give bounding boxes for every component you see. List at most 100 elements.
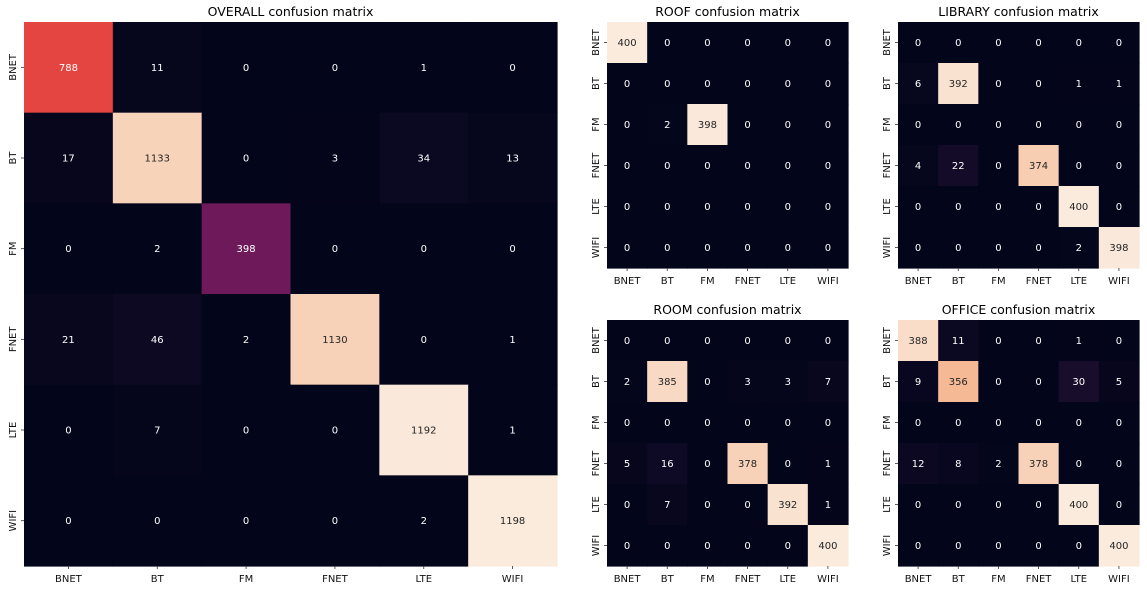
roof-cell [687,145,729,187]
roof-cell [607,22,648,64]
library-cell-label: 0 [955,38,961,49]
library-cell-label: 0 [995,79,1001,90]
roof-cell [727,63,769,105]
library-cell [1018,145,1060,187]
roof-cell [647,63,688,105]
room-cell [727,525,769,567]
overall-cell-label: 1192 [411,426,436,437]
room-cell [807,402,849,444]
room-cell-label: 0 [704,377,710,388]
room-cell [687,320,729,362]
overall-y-tick-label: LTE [8,422,19,439]
office-cell [1058,361,1100,403]
roof-cell-label: 0 [785,38,791,49]
office-cell [898,443,939,485]
room-y-tick-label: FM [591,415,602,429]
room-heatmap: ROOM confusion matrix 0 0 0 0 0 0 2 385 0 3 3 7 0 0 0 0 0… [591,302,849,585]
office-cell [1098,320,1140,362]
office-cell [1018,443,1060,485]
overall-cell [24,294,114,386]
library-x-tick-label: LTE [1070,276,1087,287]
office-cell [1018,484,1060,526]
office-cell [938,484,979,526]
roof-cell-label: 0 [825,79,831,90]
library-cell [938,63,979,105]
roof-cell [807,104,849,146]
room-cell [647,443,688,485]
library-cell [1018,227,1060,269]
roof-cell [607,104,648,146]
roof-cell [807,63,849,105]
library-cell-label: 0 [1035,202,1041,213]
office-cell-label: 0 [1035,377,1041,388]
room-cell-label: 400 [818,541,837,552]
library-cell-label: 0 [955,120,961,131]
office-cell-label: 2 [995,459,1001,470]
library-cell-label: 0 [1035,243,1041,254]
library-cell [1058,145,1100,187]
overall-cell-label: 0 [154,516,160,527]
roof-x-tick-label: FNET [735,276,762,287]
room-cell-label: 0 [624,418,630,429]
roof-cell [687,22,729,64]
overall-x-tick-label: LTE [415,574,432,585]
library-cell-label: 0 [1035,79,1041,90]
roof-cell-label: 0 [704,79,710,90]
library-cell-label: 0 [1076,38,1082,49]
overall-cell [24,203,114,295]
roof-cell [607,227,648,269]
library-cell-label: 0 [995,38,1001,49]
roof-x-tick-label: FM [700,276,714,287]
roof-y-tick-label: BNET [591,28,602,56]
roof-cell-label: 2 [664,120,670,131]
library-x-tick-label: FNET [1026,276,1053,287]
room-cell [767,402,809,444]
office-cell [978,320,1020,362]
library-cell-label: 398 [1109,243,1128,254]
roof-cell [767,22,809,64]
roof-cell [647,104,688,146]
overall-cell-label: 788 [59,63,78,74]
library-cell-label: 1 [1076,79,1082,90]
library-cell-label: 2 [1076,243,1082,254]
roof-x-tick-label: WIFI [817,276,839,287]
overall-cell-label: 0 [332,244,338,255]
library-cell [978,186,1020,228]
office-cell-label: 1 [1076,336,1082,347]
overall-cell-label: 34 [417,154,430,165]
library-cell [938,104,979,146]
roof-cell-label: 0 [704,161,710,172]
overall-x-tick-label: BT [151,574,165,585]
roof-cell [687,104,729,146]
library-x-tick-label: BT [952,276,966,287]
office-cell [978,443,1020,485]
library-cell [938,145,979,187]
overall-cell [201,475,292,567]
roof-cell-label: 0 [744,38,750,49]
roof-cell-label: 0 [785,120,791,131]
library-cell-label: 0 [1035,120,1041,131]
office-x-tick-label: BT [952,574,966,585]
roof-cell-label: 398 [698,120,717,131]
overall-cell [290,384,380,476]
room-cell-label: 7 [664,500,670,511]
office-cell-label: 0 [1035,500,1041,511]
roof-cell-label: 0 [785,161,791,172]
overall-cell [201,22,292,114]
roof-cell-label: 0 [785,243,791,254]
room-cell [687,443,729,485]
room-cell-label: 1 [825,500,831,511]
library-cell-label: 0 [1116,202,1122,213]
overall-y-tick-label: BNET [8,53,19,81]
library-cell-label: 0 [1076,161,1082,172]
office-cell-label: 388 [909,336,928,347]
overall-cell-label: 17 [62,154,75,165]
roof-cell-label: 0 [624,161,630,172]
office-cell-label: 12 [912,459,925,470]
overall-cell-label: 1198 [500,516,525,527]
room-cell-label: 0 [785,459,791,470]
overall-cell [468,203,558,295]
roof-cell [767,227,809,269]
office-title: OFFICE confusion matrix [942,302,1096,317]
room-cell [607,443,648,485]
